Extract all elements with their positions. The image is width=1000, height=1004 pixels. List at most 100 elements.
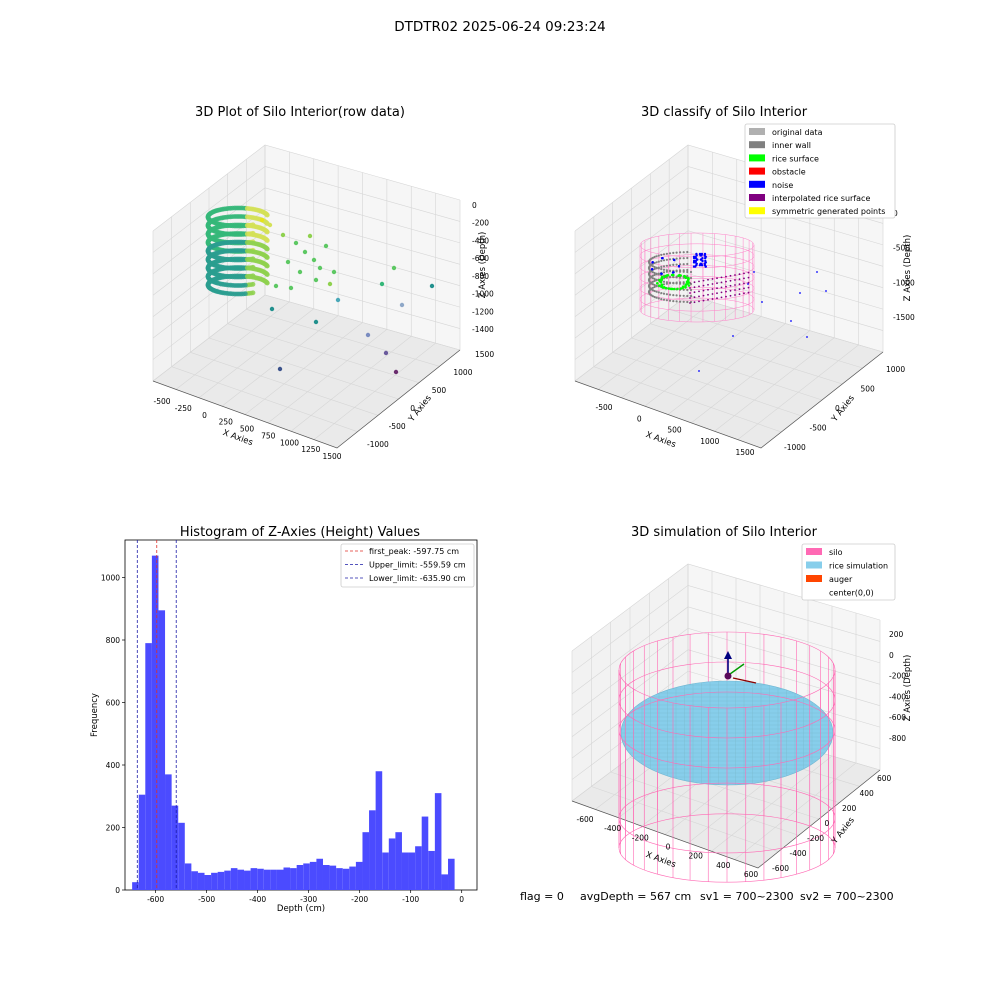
data-point xyxy=(280,232,286,238)
legend-swatch xyxy=(749,141,765,149)
inner-wall-point xyxy=(655,267,658,270)
inner-wall-point xyxy=(653,289,656,293)
interpolated-point xyxy=(743,292,745,295)
data-point xyxy=(391,265,397,271)
legend-frame xyxy=(340,543,475,588)
interpolated-point xyxy=(729,274,732,277)
histogram-bar xyxy=(250,868,258,891)
interpolated-point xyxy=(711,293,714,295)
z-tick-label: -600 xyxy=(889,713,906,722)
grid-line xyxy=(591,786,779,852)
inner-wall-point xyxy=(668,299,672,302)
interpolated-point xyxy=(747,286,750,289)
histogram-ylabel: Frequency xyxy=(90,693,100,737)
silo-ring xyxy=(618,813,836,883)
histogram-bar xyxy=(448,858,455,890)
x-tick-label: 250 xyxy=(219,418,234,427)
y-tick-label: -400 xyxy=(790,849,807,858)
inner-wall-point xyxy=(665,264,669,267)
inner-wall-point xyxy=(679,263,682,266)
silo-wire xyxy=(639,286,755,312)
interpolated-point xyxy=(734,289,736,291)
grid-line xyxy=(631,337,823,401)
x-tick-label: -600 xyxy=(576,815,593,824)
inner-wall-point xyxy=(675,257,678,260)
inner-wall-point xyxy=(662,268,666,271)
x-tick-label: -400 xyxy=(249,895,266,904)
histogram-bar xyxy=(303,863,310,890)
inner-wall-point xyxy=(668,282,672,285)
inner-wall-point xyxy=(662,265,666,268)
histogram-bar xyxy=(362,832,370,890)
interpolated-point xyxy=(720,286,723,289)
panel-histogram: Histogram of Z-Axies (Height) Values -60… xyxy=(90,525,478,914)
histogram-bar xyxy=(151,555,159,891)
inner-wall-point xyxy=(662,271,666,274)
x-tick-label: 1000 xyxy=(280,438,299,447)
interpolated-point xyxy=(716,277,718,280)
rice-surface-point xyxy=(670,287,674,291)
noise-point xyxy=(660,272,663,275)
grid-line xyxy=(669,309,863,369)
interpolated-point xyxy=(747,271,750,274)
interpolated-point xyxy=(738,273,741,276)
panel-simulation-title: 3D simulation of Silo Interior xyxy=(631,525,818,540)
z-tick-label: -600 xyxy=(472,254,489,263)
rice-surface-point xyxy=(676,287,679,291)
x-tick-label: 1500 xyxy=(322,452,341,461)
inner-wall-point xyxy=(668,270,672,273)
inner-wall-point xyxy=(682,288,685,291)
histogram-xlabel: Depth (cm) xyxy=(277,904,325,914)
inner-wall-point xyxy=(668,276,672,279)
panel-raw-data-title: 3D Plot of Silo Interior(row data) xyxy=(195,105,405,120)
y-tick-label: 1000 xyxy=(886,365,905,374)
histogram-bar xyxy=(191,871,198,890)
histogram-bar xyxy=(415,846,422,890)
panel-simulation-legend: silo rice simulation auger center(0,0) xyxy=(801,543,896,601)
inner-wall-point xyxy=(672,263,675,266)
inner-wall-point xyxy=(665,299,669,302)
histogram-bar xyxy=(336,868,343,891)
rice-surface-point xyxy=(659,281,663,284)
y-tick-label: 400 xyxy=(860,789,875,798)
inner-wall-point xyxy=(665,258,669,261)
interpolated-point xyxy=(720,296,723,299)
grid-line xyxy=(171,366,358,432)
inner-wall-point xyxy=(662,253,666,256)
inner-wall-point xyxy=(675,300,678,303)
x-tick-label: 600 xyxy=(744,870,759,879)
z-tick-label: -800 xyxy=(472,272,489,281)
interpolated-point xyxy=(747,291,750,294)
data-point xyxy=(264,238,270,244)
interpolated-point xyxy=(716,292,718,295)
histogram-bar xyxy=(165,774,172,891)
inner-wall-point xyxy=(665,293,669,296)
x-tick-label: 200 xyxy=(689,852,704,861)
rice-surface-point xyxy=(677,274,680,278)
histogram-bar xyxy=(244,870,251,891)
inner-wall-point xyxy=(682,282,685,285)
y-tick-label: -500 xyxy=(810,424,827,433)
interpolated-point xyxy=(725,290,727,293)
noise-point xyxy=(825,290,827,292)
noise-point xyxy=(816,271,818,273)
x-tick-label: 1000 xyxy=(700,437,719,446)
z-tick-label: -200 xyxy=(889,672,906,681)
inner-wall-point xyxy=(675,281,678,284)
inner-wall-point xyxy=(679,251,682,254)
status-sv2: sv2 = 700~2300 xyxy=(800,890,894,903)
y-tick-label: 200 xyxy=(106,824,121,833)
y-tick-label: 0 xyxy=(825,819,830,828)
inner-wall-point xyxy=(655,261,658,264)
legend-label: rice surface xyxy=(772,154,819,163)
rice-surface-point xyxy=(658,284,661,288)
noise-point xyxy=(799,292,801,294)
histogram-bar xyxy=(349,866,356,890)
inner-wall-point xyxy=(665,282,669,285)
inner-wall-point xyxy=(660,298,663,301)
interpolated-point xyxy=(702,284,705,287)
inner-wall-point xyxy=(653,265,656,269)
inner-wall-point xyxy=(686,274,689,278)
interpolated-point xyxy=(729,289,732,292)
interpolated-point xyxy=(747,281,750,284)
